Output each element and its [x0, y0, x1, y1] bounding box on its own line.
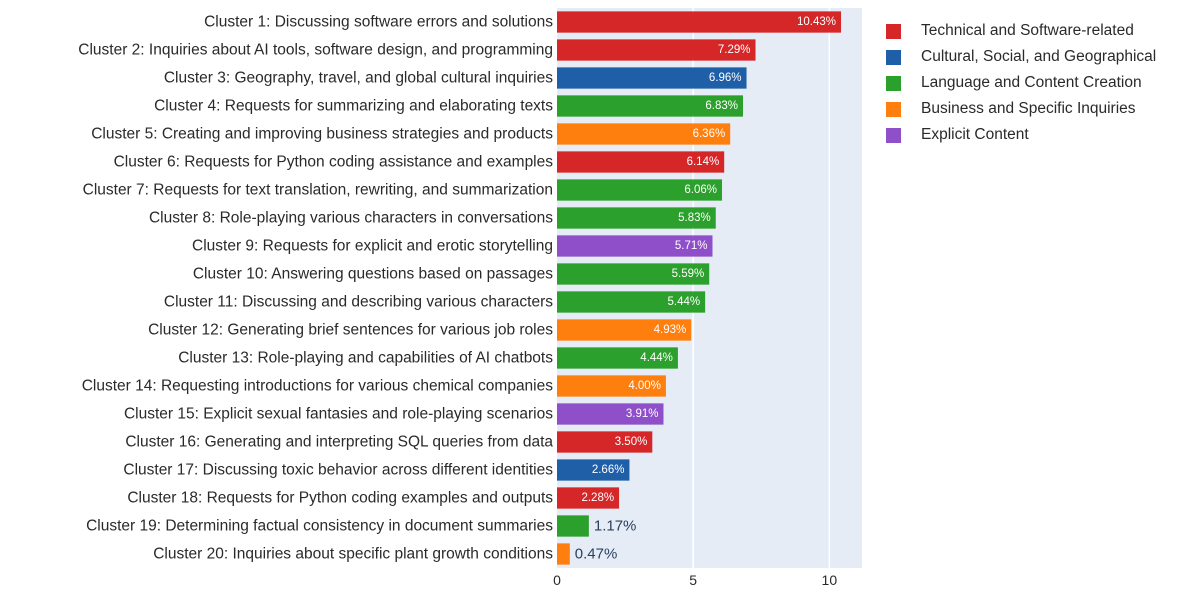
category-label: Cluster 18: Requests for Python coding e…	[127, 490, 553, 507]
category-label: Cluster 17: Discussing toxic behavior ac…	[123, 462, 553, 479]
bar[interactable]	[557, 459, 630, 481]
legend-item-explicit[interactable]: Explicit Content	[886, 122, 1156, 148]
bar[interactable]	[557, 151, 725, 173]
legend-label-business: Business and Specific Inquiries	[921, 100, 1136, 117]
category-label: Cluster 4: Requests for summarizing and …	[154, 98, 553, 115]
legend-item-business[interactable]: Business and Specific Inquiries	[886, 96, 1156, 122]
bar[interactable]	[557, 375, 666, 397]
category-label: Cluster 6: Requests for Python coding as…	[114, 154, 554, 171]
value-label: 2.28%	[581, 492, 614, 504]
bar[interactable]	[557, 431, 653, 453]
value-label: 6.83%	[705, 100, 738, 112]
category-label: Cluster 3: Geography, travel, and global…	[164, 70, 553, 87]
x-tick-label: 10	[822, 572, 838, 588]
legend-label-language: Language and Content Creation	[921, 74, 1142, 91]
value-label: 6.36%	[693, 128, 726, 140]
value-label: 0.47%	[575, 546, 618, 563]
bar[interactable]	[557, 515, 589, 537]
legend-item-technical[interactable]: Technical and Software-related	[886, 18, 1156, 44]
category-label: Cluster 10: Answering questions based on…	[193, 266, 553, 283]
value-label: 4.00%	[628, 380, 661, 392]
legend-label-technical: Technical and Software-related	[921, 22, 1134, 39]
bar[interactable]	[557, 123, 731, 145]
legend-label-cultural: Cultural, Social, and Geographical	[921, 48, 1157, 65]
value-label: 4.93%	[654, 324, 687, 336]
category-label: Cluster 13: Role-playing and capabilitie…	[178, 350, 553, 367]
bar[interactable]	[557, 487, 620, 509]
bar[interactable]	[557, 319, 692, 341]
value-label: 1.17%	[594, 518, 637, 535]
legend-label-explicit: Explicit Content	[921, 126, 1029, 143]
legend-item-cultural[interactable]: Cultural, Social, and Geographical	[886, 44, 1156, 70]
value-label: 6.96%	[709, 72, 742, 84]
value-label: 7.29%	[718, 44, 751, 56]
bar[interactable]	[557, 67, 747, 89]
bar[interactable]	[557, 347, 678, 369]
bar[interactable]	[557, 543, 570, 565]
bar[interactable]	[557, 39, 756, 61]
value-label: 2.66%	[592, 464, 625, 476]
legend-swatch-language	[886, 75, 901, 91]
plot-background	[557, 8, 862, 568]
value-label: 5.44%	[668, 296, 701, 308]
legend-swatch-explicit	[886, 127, 901, 143]
value-label: 5.59%	[672, 268, 705, 280]
bar[interactable]	[557, 95, 743, 117]
category-label: Cluster 19: Determining factual consiste…	[86, 518, 553, 535]
value-label: 3.91%	[626, 408, 659, 420]
legend-swatch-cultural	[886, 49, 901, 65]
bar[interactable]	[557, 179, 723, 201]
category-label: Cluster 20: Inquiries about specific pla…	[153, 546, 553, 563]
category-label: Cluster 14: Requesting introductions for…	[82, 378, 554, 395]
value-label: 5.71%	[675, 240, 708, 252]
legend-item-language[interactable]: Language and Content Creation	[886, 70, 1156, 96]
category-label: Cluster 16: Generating and interpreting …	[125, 434, 553, 451]
category-label: Cluster 2: Inquiries about AI tools, sof…	[78, 42, 553, 59]
value-label: 6.06%	[684, 184, 717, 196]
chart-legend: Technical and Software-related Cultural,…	[886, 18, 1156, 148]
legend-swatch-business	[886, 101, 901, 117]
category-label: Cluster 7: Requests for text translation…	[83, 182, 553, 199]
category-label: Cluster 15: Explicit sexual fantasies an…	[124, 406, 553, 423]
value-label: 5.83%	[678, 212, 711, 224]
x-tick-label: 0	[553, 572, 561, 588]
category-label: Cluster 11: Discussing and describing va…	[164, 294, 553, 311]
category-label: Cluster 9: Requests for explicit and ero…	[192, 238, 553, 255]
value-label: 3.50%	[615, 436, 648, 448]
value-label: 6.14%	[687, 156, 720, 168]
value-label: 10.43%	[797, 16, 836, 28]
bar[interactable]	[557, 207, 716, 229]
category-label: Cluster 1: Discussing software errors an…	[204, 14, 553, 31]
bar[interactable]	[557, 11, 842, 33]
x-tick-label: 5	[689, 572, 697, 588]
category-label: Cluster 12: Generating brief sentences f…	[148, 322, 553, 339]
bar[interactable]	[557, 263, 710, 285]
category-label: Cluster 8: Role-playing various characte…	[149, 210, 553, 227]
category-label: Cluster 5: Creating and improving busine…	[91, 126, 553, 143]
bar[interactable]	[557, 291, 706, 313]
value-label: 4.44%	[640, 352, 673, 364]
bar[interactable]	[557, 235, 713, 257]
bar[interactable]	[557, 403, 664, 425]
legend-swatch-technical	[886, 23, 901, 39]
